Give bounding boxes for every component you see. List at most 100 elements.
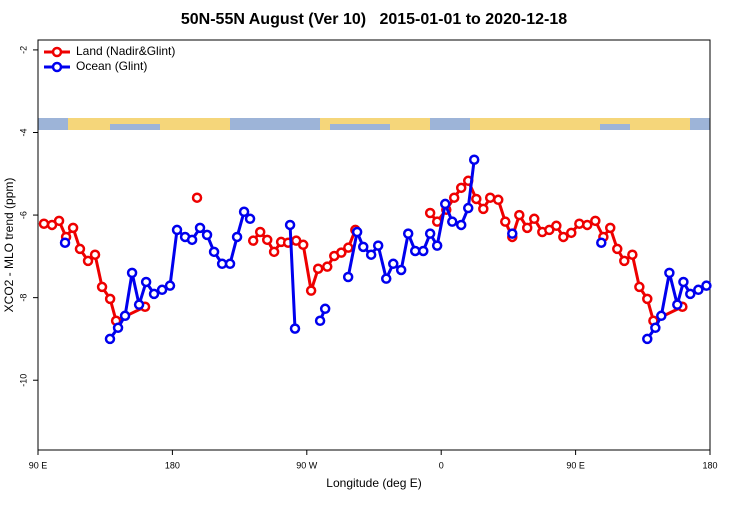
data-point <box>528 213 540 225</box>
data-point <box>685 288 696 300</box>
data-point <box>409 245 421 257</box>
data-point <box>305 285 317 296</box>
data-point <box>67 222 79 234</box>
x-tick-label: 90 E <box>566 460 585 470</box>
data-point <box>104 333 116 345</box>
data-point <box>148 288 160 300</box>
data-point <box>319 303 331 315</box>
data-point <box>612 243 623 255</box>
data-point <box>418 245 429 257</box>
data-point <box>551 220 562 232</box>
data-point <box>244 213 256 225</box>
data-point <box>38 218 50 229</box>
data-point <box>126 267 138 279</box>
data-point <box>208 246 220 258</box>
legend-label: Ocean (Glint) <box>76 59 147 73</box>
data-point <box>447 216 458 227</box>
data-point <box>439 198 451 210</box>
data-point <box>590 215 601 227</box>
data-point <box>581 219 593 231</box>
data-point <box>96 281 108 293</box>
data-point <box>678 276 689 288</box>
data-point <box>701 280 712 291</box>
data-point <box>642 333 653 345</box>
map-strip <box>38 118 710 130</box>
data-point <box>558 231 569 243</box>
data-point <box>424 207 436 219</box>
data-point <box>574 218 585 229</box>
chart-title: 50N-55N August (Ver 10) 2015-01-01 to 20… <box>181 11 567 28</box>
data-point <box>351 226 363 238</box>
data-point <box>672 299 683 310</box>
data-point <box>462 202 474 214</box>
x-tick-label: 180 <box>702 460 717 470</box>
data-point <box>642 293 653 305</box>
data-point <box>521 222 533 234</box>
data-point <box>314 315 326 327</box>
data-point <box>171 224 183 236</box>
data-point <box>650 322 661 334</box>
data-point <box>133 299 145 310</box>
y-tick-label: -6 <box>18 211 28 219</box>
data-point <box>365 249 377 260</box>
data-point <box>455 219 467 231</box>
data-point <box>119 310 131 322</box>
data-point <box>492 194 504 206</box>
data-point <box>380 273 392 284</box>
y-tick-label: -2 <box>18 46 28 54</box>
data-point <box>514 209 525 221</box>
data-point <box>164 280 176 291</box>
data-point <box>500 216 511 227</box>
data-point <box>231 231 243 243</box>
y-axis-label: XCO2 - MLO trend (ppm) <box>2 178 16 313</box>
x-tick-label: 90 W <box>296 460 318 470</box>
data-point <box>297 239 309 251</box>
y-tick-label: -8 <box>18 294 28 302</box>
data-point <box>468 154 480 165</box>
legend-label: Land (Nadir&Glint) <box>76 44 175 58</box>
data-point <box>74 243 86 255</box>
y-tick-label: -10 <box>18 374 28 387</box>
data-point <box>395 264 407 276</box>
data-point <box>604 222 616 234</box>
data-point <box>372 240 384 251</box>
data-point <box>634 281 645 293</box>
data-point <box>336 247 347 258</box>
data-point <box>431 240 443 251</box>
data-point <box>112 322 124 334</box>
data-point <box>656 310 667 322</box>
data-point <box>342 271 354 283</box>
data-point <box>596 237 607 248</box>
data-point <box>455 182 467 194</box>
data-point <box>254 226 266 238</box>
x-tick-label: 90 E <box>29 460 48 470</box>
data-point <box>261 234 273 246</box>
data-point <box>140 276 152 288</box>
data-point <box>247 235 259 246</box>
data-point <box>343 242 354 253</box>
data-point <box>284 219 296 231</box>
data-point <box>693 284 704 296</box>
data-point <box>224 258 236 270</box>
data-point <box>53 215 65 227</box>
data-point <box>289 323 301 334</box>
data-point <box>201 229 213 241</box>
data-point <box>312 263 324 274</box>
data-point <box>322 261 333 272</box>
data-point <box>566 227 577 239</box>
legend: Land (Nadir&Glint)Ocean (Glint) <box>44 44 175 73</box>
data-point <box>194 222 206 234</box>
plot-frame <box>37 39 711 451</box>
data-point <box>478 203 489 215</box>
data-point <box>448 192 460 203</box>
data-point <box>627 249 638 260</box>
data-point <box>89 249 101 260</box>
data-point <box>664 267 675 279</box>
data-point <box>186 234 198 246</box>
series-line <box>108 159 708 340</box>
data-point <box>507 228 518 239</box>
data-point <box>357 241 369 253</box>
data-point <box>268 246 280 258</box>
data-point <box>388 258 399 270</box>
